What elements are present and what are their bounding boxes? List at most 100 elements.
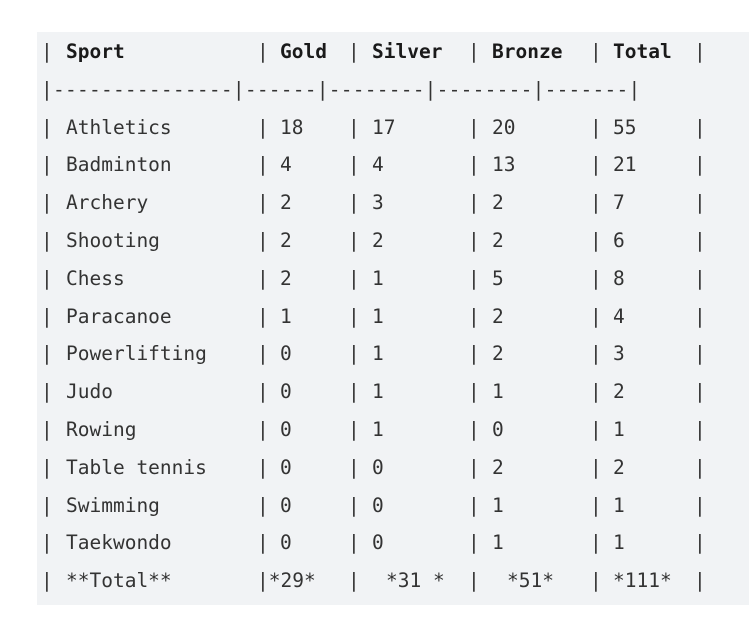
pipe: | xyxy=(590,304,602,328)
cell-gold: 0 xyxy=(280,493,292,517)
total-total: *111* xyxy=(613,569,672,593)
pipe: | xyxy=(694,304,706,328)
pipe: | xyxy=(348,153,360,177)
pipe: | xyxy=(41,229,53,252)
pipe: | xyxy=(257,531,269,555)
pipe: | xyxy=(468,342,480,366)
pipe: | xyxy=(257,40,269,63)
cell-total: 4 xyxy=(613,304,625,328)
pipe: | xyxy=(468,191,480,215)
cell-bronze: 0 xyxy=(492,418,504,441)
table-row: | | | | | | Paracanoe 1 1 2 4 xyxy=(37,299,749,335)
cell-gold: 4 xyxy=(280,153,292,177)
cell-total: 1 xyxy=(613,531,625,555)
pipe: | xyxy=(468,229,480,252)
cell-silver: 1 xyxy=(372,418,384,441)
cell-gold: 0 xyxy=(280,455,292,479)
pipe: | xyxy=(590,229,602,252)
pipe: | xyxy=(41,342,53,366)
pipe: | xyxy=(468,115,480,139)
pipe: | xyxy=(41,531,53,555)
pipe: | xyxy=(257,380,269,404)
cell-gold: 0 xyxy=(280,380,292,404)
pipe: | xyxy=(468,418,480,441)
total-gold: |*29* xyxy=(257,569,316,593)
cell-sport: Swimming xyxy=(66,493,160,517)
pipe: | xyxy=(257,418,269,441)
table-row: | | | | | | Rowing 0 1 0 1 xyxy=(37,412,749,448)
cell-bronze: 1 xyxy=(492,493,504,517)
header-bronze: Bronze xyxy=(492,40,563,63)
header-silver: Silver xyxy=(372,40,443,63)
pipe: | xyxy=(41,493,53,517)
header-total: Total xyxy=(613,40,672,63)
pipe: | xyxy=(590,493,602,517)
cell-gold: 18 xyxy=(280,115,304,139)
table-row: | | | | | | Judo 0 1 1 2 xyxy=(37,374,749,410)
cell-total: 8 xyxy=(613,266,625,290)
cell-total: 55 xyxy=(613,115,637,139)
pipe: | xyxy=(694,115,706,139)
table-separator-row: |---------------|------|--------|-------… xyxy=(37,72,749,108)
cell-total: 6 xyxy=(613,229,625,252)
pipe: | xyxy=(590,40,602,63)
pipe: | xyxy=(468,40,480,63)
pipe: | xyxy=(348,418,360,441)
pipe: | xyxy=(468,493,480,517)
cell-total: 1 xyxy=(613,493,625,517)
pipe: | xyxy=(257,304,269,328)
cell-bronze: 2 xyxy=(492,342,504,366)
pipe: | xyxy=(257,153,269,177)
table-row: | | | | | | Shooting 2 2 2 6 xyxy=(37,223,749,259)
cell-sport: Archery xyxy=(66,191,149,215)
cell-silver: 0 xyxy=(372,455,384,479)
pipe: | xyxy=(468,380,480,404)
table-row: | | | | | | Table tennis 0 0 2 2 xyxy=(37,450,749,486)
cell-silver: 1 xyxy=(372,380,384,404)
pipe: | xyxy=(468,153,480,177)
pipe: | xyxy=(694,418,706,441)
pipe: | xyxy=(41,153,53,177)
pipe: | xyxy=(41,418,53,441)
pipe: | xyxy=(468,455,480,479)
cell-silver: 2 xyxy=(372,229,384,252)
separator-text: |---------------|------|--------|-------… xyxy=(41,77,641,101)
pipe: | xyxy=(694,455,706,479)
cell-sport: Judo xyxy=(66,380,113,404)
cell-sport: Rowing xyxy=(66,418,137,441)
pipe: | xyxy=(694,531,706,555)
cell-silver: 1 xyxy=(372,266,384,290)
pipe: | xyxy=(694,493,706,517)
table-row: | | | | | | Taekwondo 0 0 1 1 xyxy=(37,525,749,561)
cell-total: 7 xyxy=(613,191,625,215)
pipe: | xyxy=(348,304,360,328)
cell-bronze: 5 xyxy=(492,266,504,290)
cell-sport: Athletics xyxy=(66,115,172,139)
pipe: | xyxy=(694,342,706,366)
cell-bronze: 20 xyxy=(492,115,516,139)
pipe: | xyxy=(257,455,269,479)
pipe: | xyxy=(41,380,53,404)
pipe: | xyxy=(41,455,53,479)
pipe: | xyxy=(694,266,706,290)
cell-gold: 0 xyxy=(280,531,292,555)
pipe: | xyxy=(590,531,602,555)
cell-bronze: 13 xyxy=(492,153,516,177)
cell-silver: 0 xyxy=(372,531,384,555)
pipe: | xyxy=(468,531,480,555)
cell-total: 1 xyxy=(613,418,625,441)
pipe: | xyxy=(590,115,602,139)
header-sport: Sport xyxy=(66,40,125,63)
cell-gold: 2 xyxy=(280,266,292,290)
table-row: | | | | | | Archery 2 3 2 7 xyxy=(37,185,749,221)
pipe: | xyxy=(348,380,360,404)
cell-silver: 0 xyxy=(372,493,384,517)
cell-sport: Powerlifting xyxy=(66,342,207,366)
pipe: | xyxy=(41,304,53,328)
table-header-row: | | | | | | Sport Gold Silver Bronze Total xyxy=(37,34,749,70)
pipe: | xyxy=(348,493,360,517)
cell-bronze: 1 xyxy=(492,531,504,555)
pipe: | xyxy=(694,229,706,252)
pipe: | xyxy=(348,191,360,215)
cell-silver: 3 xyxy=(372,191,384,215)
